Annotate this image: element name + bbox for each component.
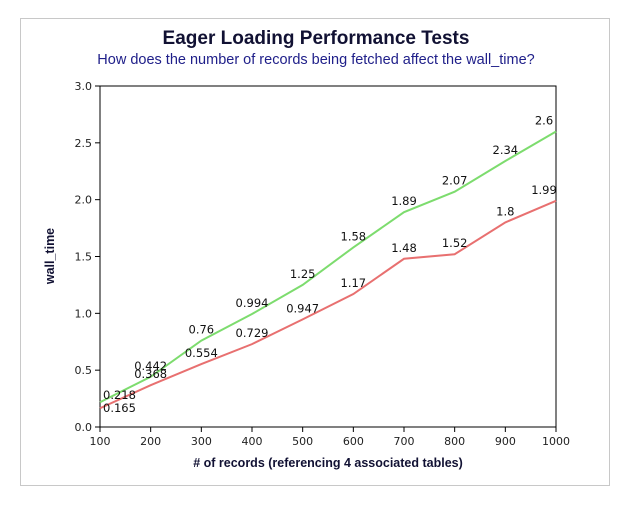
data-label: 2.07 (442, 174, 468, 188)
data-label: 1.99 (531, 183, 557, 197)
y-tick-label: 0.5 (75, 364, 93, 377)
y-tick-label: 1.0 (75, 307, 93, 320)
y-tick-label: 3.0 (75, 80, 93, 93)
data-label: 0.729 (236, 326, 269, 340)
data-label: 0.76 (189, 323, 215, 337)
data-label: 1.25 (290, 267, 316, 281)
data-label: 0.218 (103, 388, 136, 402)
data-label: 1.58 (341, 229, 367, 243)
data-label: 0.368 (134, 367, 167, 381)
x-tick-label: 100 (90, 435, 111, 448)
x-tick-label: 800 (444, 435, 465, 448)
data-label: 2.34 (493, 143, 519, 157)
data-label: 1.8 (496, 204, 514, 218)
x-tick-label: 900 (495, 435, 516, 448)
y-tick-label: 1.5 (75, 251, 93, 264)
x-tick-label: 400 (242, 435, 263, 448)
series-line-2 (99, 199, 557, 410)
data-label: 0.442 (134, 359, 167, 373)
x-tick-label: 200 (140, 435, 161, 448)
data-label: 0.947 (286, 301, 319, 315)
y-tick-label: 0.0 (75, 421, 93, 434)
chart-title: Eager Loading Performance Tests (162, 28, 470, 49)
data-label: 1.48 (391, 241, 417, 255)
series-line-1 (99, 130, 557, 404)
data-label: 1.17 (341, 276, 367, 290)
x-tick-label: 500 (292, 435, 313, 448)
data-label: 0.554 (185, 346, 218, 360)
plot-area (99, 85, 557, 428)
y-tick-label: 2.0 (75, 194, 93, 207)
chart-subtitle: How does the number of records being fet… (97, 52, 535, 68)
data-label: 1.89 (391, 194, 417, 208)
x-axis-label: # of records (referencing 4 associated t… (193, 456, 463, 470)
x-tick-label: 1000 (542, 435, 570, 448)
data-label: 0.165 (103, 401, 136, 415)
x-tick-label: 700 (394, 435, 415, 448)
data-label: 1.52 (442, 236, 468, 250)
data-label: 0.994 (236, 296, 269, 310)
x-tick-label: 600 (343, 435, 364, 448)
chart-frame (20, 18, 610, 486)
y-tick-label: 2.5 (75, 137, 93, 150)
data-label: 2.6 (535, 113, 553, 127)
x-tick-label: 300 (191, 435, 212, 448)
